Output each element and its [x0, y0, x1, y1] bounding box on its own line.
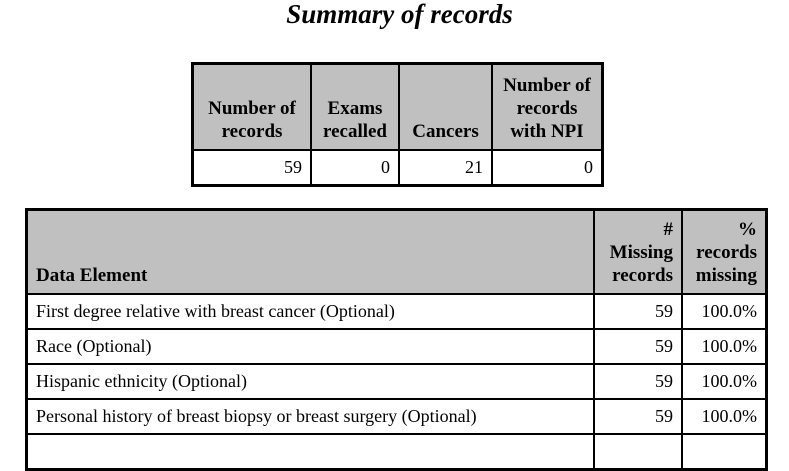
- header-exams-recalled: Exams recalled: [310, 62, 400, 151]
- table-row: Hispanic ethnicity (Optional) 59 100.0%: [25, 363, 768, 400]
- data-element: Hispanic ethnicity (Optional): [25, 363, 595, 400]
- missing-count: 59: [593, 328, 683, 365]
- missing-percent: 100.0%: [681, 363, 768, 400]
- data-element: Personal history of breast biopsy or bre…: [25, 398, 595, 435]
- header-cancers: Cancers: [398, 62, 493, 151]
- value-records-with-npi: 0: [491, 149, 604, 187]
- summary-table: Number of records Exams recalled Cancers…: [191, 62, 604, 187]
- missing-data-table: Data Element # Missing records % records…: [25, 208, 768, 471]
- header-row: Data Element # Missing records % records…: [25, 208, 768, 295]
- missing-count: 59: [593, 363, 683, 400]
- header-number-of-records: Number of records: [191, 62, 312, 151]
- value-number-of-records: 59: [191, 149, 312, 187]
- table-row: First degree relative with breast cancer…: [25, 293, 768, 330]
- data-element: Race (Optional): [25, 328, 595, 365]
- header-row: Number of records Exams recalled Cancers…: [191, 62, 604, 151]
- data-element: First degree relative with breast cancer…: [25, 293, 595, 330]
- missing-percent: 100.0%: [681, 293, 768, 330]
- value-cancers: 21: [398, 149, 493, 187]
- missing-count: 59: [593, 398, 683, 435]
- value-exams-recalled: 0: [310, 149, 400, 187]
- missing-count: 59: [593, 293, 683, 330]
- header-missing-records: # Missing records: [593, 208, 683, 295]
- missing-percent: 100.0%: [681, 398, 768, 435]
- table-row: [25, 433, 768, 471]
- table-row: 59 0 21 0: [191, 149, 604, 187]
- table-row: Personal history of breast biopsy or bre…: [25, 398, 768, 435]
- missing-percent: 100.0%: [681, 328, 768, 365]
- table-row: Race (Optional) 59 100.0%: [25, 328, 768, 365]
- header-percent-missing: % records missing: [681, 208, 768, 295]
- header-records-with-npi: Number of records with NPI: [491, 62, 604, 151]
- header-data-element: Data Element: [25, 208, 595, 295]
- page-title: Summary of records: [286, 0, 513, 29]
